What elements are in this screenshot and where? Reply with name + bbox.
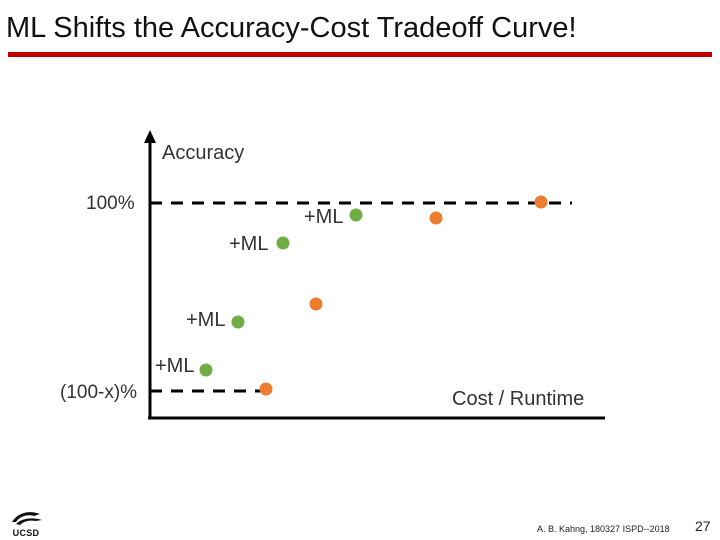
ml-label: +ML	[304, 206, 343, 228]
baseline-point	[309, 297, 323, 311]
y-axis-label: Accuracy	[162, 142, 244, 164]
ml-point	[199, 363, 213, 377]
level-100-label: 100%	[86, 193, 135, 214]
ucsd-logo: UCSD	[6, 508, 46, 538]
slide-footer: A. B. Kahng, 180327 ISPD--2018	[537, 524, 670, 534]
y-axis-arrowhead	[144, 130, 156, 143]
title-underline	[8, 52, 712, 57]
ml-label: +ML	[155, 355, 194, 377]
page-number: 27	[695, 518, 711, 534]
baseline-point	[534, 195, 548, 209]
ml-label: +ML	[229, 233, 268, 255]
x-axis-label: Cost / Runtime	[452, 388, 584, 410]
ml-point	[349, 208, 363, 222]
logo-text: UCSD	[12, 528, 40, 538]
baseline-point	[259, 382, 273, 396]
baseline-point	[429, 211, 443, 225]
ml-label: +ML	[186, 309, 225, 331]
triton-icon	[12, 512, 42, 525]
slide-title: ML Shifts the Accuracy-Cost Tradeoff Cur…	[6, 12, 577, 44]
ml-point	[231, 315, 245, 329]
ml-point	[276, 236, 290, 250]
level-100-minus-x-label: (100-x)%	[60, 382, 137, 403]
